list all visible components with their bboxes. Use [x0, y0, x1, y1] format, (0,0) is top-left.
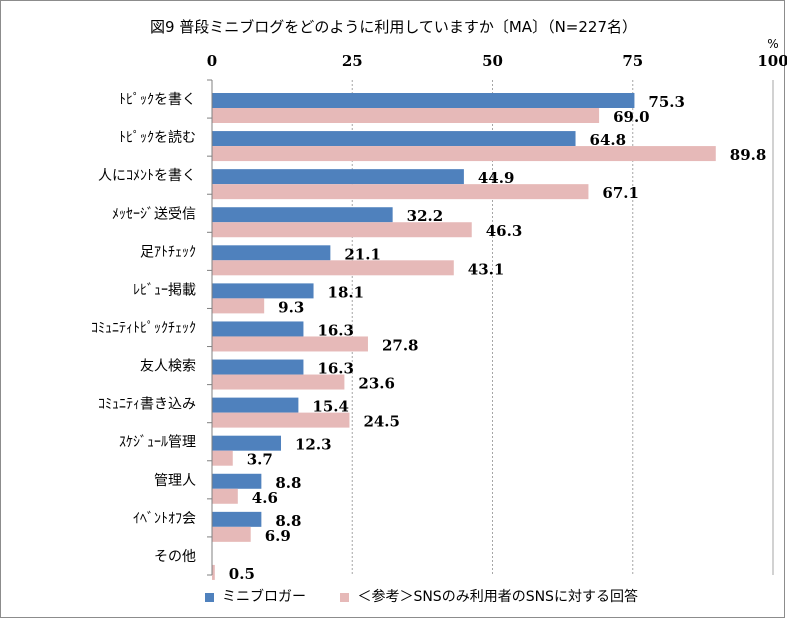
value-label-s2-2: 67.1: [602, 184, 639, 202]
bar-s2-7: [212, 374, 345, 390]
category-label-7: 友人検索: [140, 358, 196, 375]
bar-s1-7: [212, 359, 304, 375]
value-label-s2-0: 69.0: [613, 108, 650, 126]
category-label-5: ﾚﾋﾞｭｰ掲載: [133, 282, 196, 298]
category-label-12: その他: [154, 549, 196, 565]
legend-swatch-series2: [340, 592, 350, 602]
bar-s1-6: [212, 321, 304, 337]
bar-s2-5: [212, 298, 265, 314]
gridlines: [351, 80, 774, 575]
bar-s2-9: [212, 450, 233, 466]
category-label-9: ｽｹｼﾞｭｰﾙ管理: [119, 435, 196, 451]
legend-item-series2: ＜参考＞SNSのみ利用者のSNSに対する回答: [340, 586, 638, 606]
value-label-s2-4: 43.1: [468, 260, 505, 278]
x-tick-label-50: 50: [482, 52, 503, 70]
x-tick-label-0: 0: [207, 52, 217, 70]
bar-s1-9: [212, 435, 282, 451]
bar-s1-1: [212, 131, 576, 147]
value-label-s2-8: 24.5: [363, 413, 400, 431]
value-label-s1-3: 32.2: [407, 207, 444, 225]
value-label-s2-9: 3.7: [247, 451, 273, 469]
legend-item-series1: ミニブロガー: [205, 586, 306, 606]
bar-s2-3: [212, 222, 472, 238]
unit-label: %: [767, 37, 778, 51]
category-label-11: ｲﾍﾞﾝﾄｵﾌ会: [133, 511, 196, 527]
x-tick-label-100: 100: [757, 52, 787, 70]
bar-s1-5: [212, 283, 314, 299]
bar-s1-2: [212, 169, 464, 185]
bar-s1-4: [212, 245, 331, 261]
value-label-s2-6: 27.8: [382, 336, 419, 354]
category-label-10: 管理人: [154, 473, 196, 489]
category-label-4: 足ｱﾄﾁｪｯｸ: [140, 244, 196, 260]
axes: [207, 79, 213, 576]
bars: [212, 93, 716, 580]
chart-title: 図9 普段ミニブログをどのように利用していますか〔MA〕（N=227名）: [150, 18, 637, 36]
labels: 0 25 50 75 100% ﾄﾋﾟｯｸを書く 75.369.0 ﾄﾋﾟｯｸを読む 64.8 8…: [91, 37, 787, 583]
category-label-2: 人にｺﾒﾝﾄを書く: [98, 168, 196, 184]
bar-s1-10: [212, 473, 262, 489]
value-label-s1-0: 75.3: [648, 93, 685, 111]
x-tick-label-75: 75: [622, 52, 643, 70]
category-label-3: ﾒｯｾｰｼﾞ送受信: [112, 206, 196, 222]
value-label-s2-5: 9.3: [278, 298, 304, 316]
value-label-s1-6: 16.3: [317, 321, 354, 339]
value-label-s1-4: 21.1: [344, 245, 381, 263]
bar-s2-2: [212, 184, 589, 200]
value-label-s1-7: 16.3: [317, 360, 354, 378]
x-tick-label-25: 25: [342, 52, 363, 70]
value-label-s2-11: 6.9: [265, 527, 291, 545]
value-label-s2-7: 23.6: [358, 375, 395, 393]
category-label-8: ｺﾐｭﾆﾃｨ書き込み: [98, 397, 196, 413]
bar-s2-6: [212, 336, 368, 352]
value-label-s1-5: 18.1: [328, 283, 365, 301]
value-label-s2-10: 4.6: [252, 489, 278, 507]
value-label-s2-3: 46.3: [486, 222, 523, 240]
bar-s2-12: [212, 564, 215, 580]
legend-swatch-series1: [205, 592, 214, 602]
value-label-s2-12: 0.5: [229, 565, 255, 583]
bar-s1-0: [212, 93, 635, 108]
legend: ミニブロガー ＜参考＞SNSのみ利用者のSNSに対する回答: [205, 586, 668, 606]
bar-s1-8: [212, 397, 299, 413]
bar-s2-11: [212, 526, 251, 542]
value-label-s1-2: 44.9: [478, 169, 515, 187]
legend-label-series2: ＜参考＞SNSのみ利用者のSNSに対する回答: [357, 589, 638, 605]
legend-label-series1: ミニブロガー: [222, 589, 306, 605]
value-label-s1-1: 64.8: [590, 131, 627, 149]
bar-s1-3: [212, 207, 393, 223]
bar-s2-10: [212, 488, 238, 504]
bar-s2-8: [212, 412, 350, 428]
value-label-s1-11: 8.8: [275, 512, 301, 530]
bar-s2-4: [212, 260, 454, 276]
category-label-6: ｺﾐｭﾆﾃｨﾄﾋﾟｯｸﾁｪｯｸ: [91, 321, 196, 337]
category-label-1: ﾄﾋﾟｯｸを読む: [119, 129, 196, 146]
value-label-s1-8: 15.4: [312, 398, 349, 416]
value-label-s1-9: 12.3: [295, 436, 332, 454]
bar-s2-0: [212, 108, 600, 123]
value-label-s2-1: 89.8: [730, 146, 767, 164]
category-label-0: ﾄﾋﾟｯｸを書く: [119, 92, 196, 108]
bar-s2-1: [212, 146, 716, 162]
value-label-s1-10: 8.8: [275, 474, 301, 492]
bar-s1-11: [212, 511, 262, 527]
